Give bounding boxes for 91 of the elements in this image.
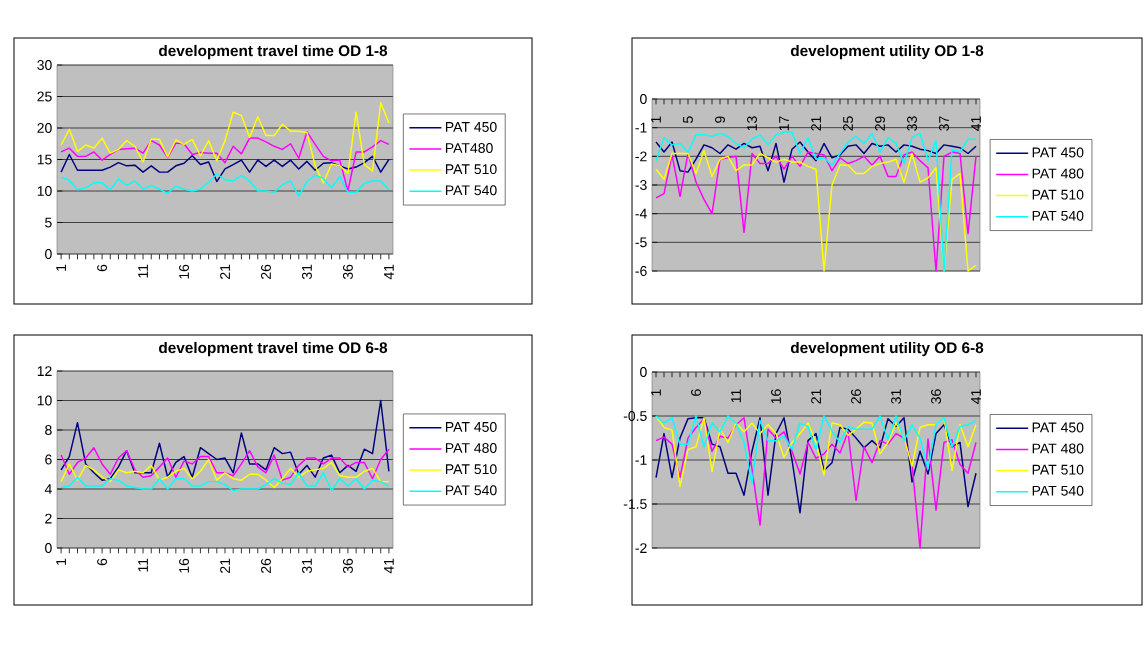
- y-tick-label: 0: [45, 543, 52, 553]
- x-tick-label: 26: [261, 264, 271, 279]
- y-tick-label: -3: [635, 180, 647, 190]
- y-tick-label: -0.5: [623, 411, 647, 421]
- x-tick-label: 26: [261, 558, 271, 573]
- x-tick-label: 11: [138, 558, 148, 572]
- x-tick-label: 26: [851, 389, 861, 404]
- y-tick-label: -6: [635, 266, 647, 276]
- y-tick-label: -2: [635, 151, 647, 162]
- legend-label: PAT 540: [445, 185, 497, 196]
- x-tick-label: 1: [56, 264, 66, 271]
- chart-title: development travel time OD 6-8: [159, 341, 388, 357]
- x-tick-label: 36: [931, 389, 941, 404]
- legend-label: PAT 510: [1032, 464, 1084, 475]
- x-tick-label: 41: [971, 389, 981, 404]
- y-tick-label: -1: [635, 455, 647, 465]
- x-tick-label: 16: [179, 264, 189, 279]
- x-tick-label: 31: [302, 264, 312, 280]
- legend-label: PAT 450: [1032, 422, 1084, 433]
- y-tick-label: 6: [45, 454, 52, 465]
- legend-label: PAT 540: [1032, 485, 1084, 496]
- x-tick-label: 37: [939, 116, 949, 131]
- legend-label: PAT 450: [445, 121, 497, 132]
- x-tick-label: 13: [747, 116, 757, 131]
- line-series: [655, 417, 977, 514]
- y-tick-label: -1: [635, 122, 647, 133]
- line-series: [60, 446, 390, 481]
- line-series: [655, 141, 977, 183]
- x-tick-label: 21: [811, 389, 821, 404]
- y-tick-label: 0: [45, 249, 52, 259]
- x-tick-label: 6: [97, 558, 108, 566]
- x-tick-label: 5: [683, 116, 693, 123]
- y-tick-label: 20: [37, 123, 52, 133]
- legend-label: PAT 540: [1032, 210, 1084, 221]
- legend-label: PAT 480: [445, 443, 497, 453]
- y-tick-label: 0: [640, 367, 647, 377]
- x-tick-label: 9: [715, 116, 725, 123]
- x-tick-label: 33: [907, 116, 917, 131]
- x-tick-label: 16: [771, 389, 781, 404]
- legend-label: PAT 480: [1032, 443, 1084, 454]
- x-tick-label: 1: [651, 116, 661, 123]
- legend-label: PAT 450: [1032, 147, 1084, 158]
- line-series: [60, 102, 390, 184]
- legend-label: PAT480: [445, 143, 493, 153]
- line-series: [60, 131, 390, 192]
- chart-title: development travel time OD 1-8: [159, 44, 388, 60]
- y-tick-label: 12: [37, 366, 52, 376]
- x-tick-label: 36: [342, 264, 353, 280]
- x-tick-label: 41: [384, 264, 394, 280]
- y-tick-label: 25: [37, 91, 52, 102]
- x-tick-label: 11: [138, 264, 148, 278]
- y-tick-label: 30: [37, 60, 52, 70]
- x-tick-label: 17: [779, 116, 789, 131]
- x-tick-label: 1: [651, 389, 661, 396]
- x-tick-label: 21: [220, 558, 230, 573]
- y-tick-label: 5: [45, 217, 52, 228]
- y-tick-label: 0: [640, 94, 647, 104]
- legend-label: PAT 450: [445, 421, 497, 432]
- y-tick-label: -4: [635, 208, 647, 219]
- y-tick-label: 10: [37, 395, 52, 406]
- legend-label: PAT 510: [445, 464, 497, 475]
- chart-title: development utility OD 6-8: [790, 341, 984, 357]
- legend-label: PAT 510: [1032, 189, 1084, 200]
- y-tick-label: 2: [45, 513, 52, 524]
- y-tick-label: -2: [635, 543, 647, 553]
- legend-label: PAT 510: [445, 164, 497, 175]
- x-tick-label: 6: [691, 389, 701, 396]
- x-tick-label: 36: [342, 558, 353, 574]
- chart-title: development utility OD 1-8: [790, 44, 984, 60]
- x-tick-label: 31: [891, 389, 901, 404]
- x-tick-label: 16: [179, 558, 189, 573]
- x-tick-label: 21: [220, 264, 230, 279]
- y-tick-label: 8: [45, 425, 52, 435]
- x-tick-label: 41: [971, 116, 981, 131]
- x-tick-label: 1: [56, 558, 66, 565]
- x-tick-label: 25: [843, 116, 853, 131]
- y-tick-label: -5: [635, 237, 647, 248]
- line-series: [60, 173, 390, 197]
- line-series: [655, 417, 977, 549]
- x-tick-label: 31: [302, 558, 312, 574]
- legend-label: PAT 540: [445, 485, 497, 496]
- x-tick-label: 41: [384, 558, 394, 574]
- y-tick-label: -1.5: [623, 499, 647, 509]
- y-tick-label: 15: [37, 154, 52, 165]
- x-tick-label: 29: [875, 116, 885, 131]
- x-tick-label: 11: [731, 389, 741, 403]
- x-tick-label: 6: [97, 264, 108, 272]
- y-tick-label: 4: [44, 484, 52, 494]
- y-tick-label: 10: [37, 186, 52, 196]
- legend-label: PAT 480: [1032, 168, 1084, 179]
- x-tick-label: 21: [811, 116, 821, 131]
